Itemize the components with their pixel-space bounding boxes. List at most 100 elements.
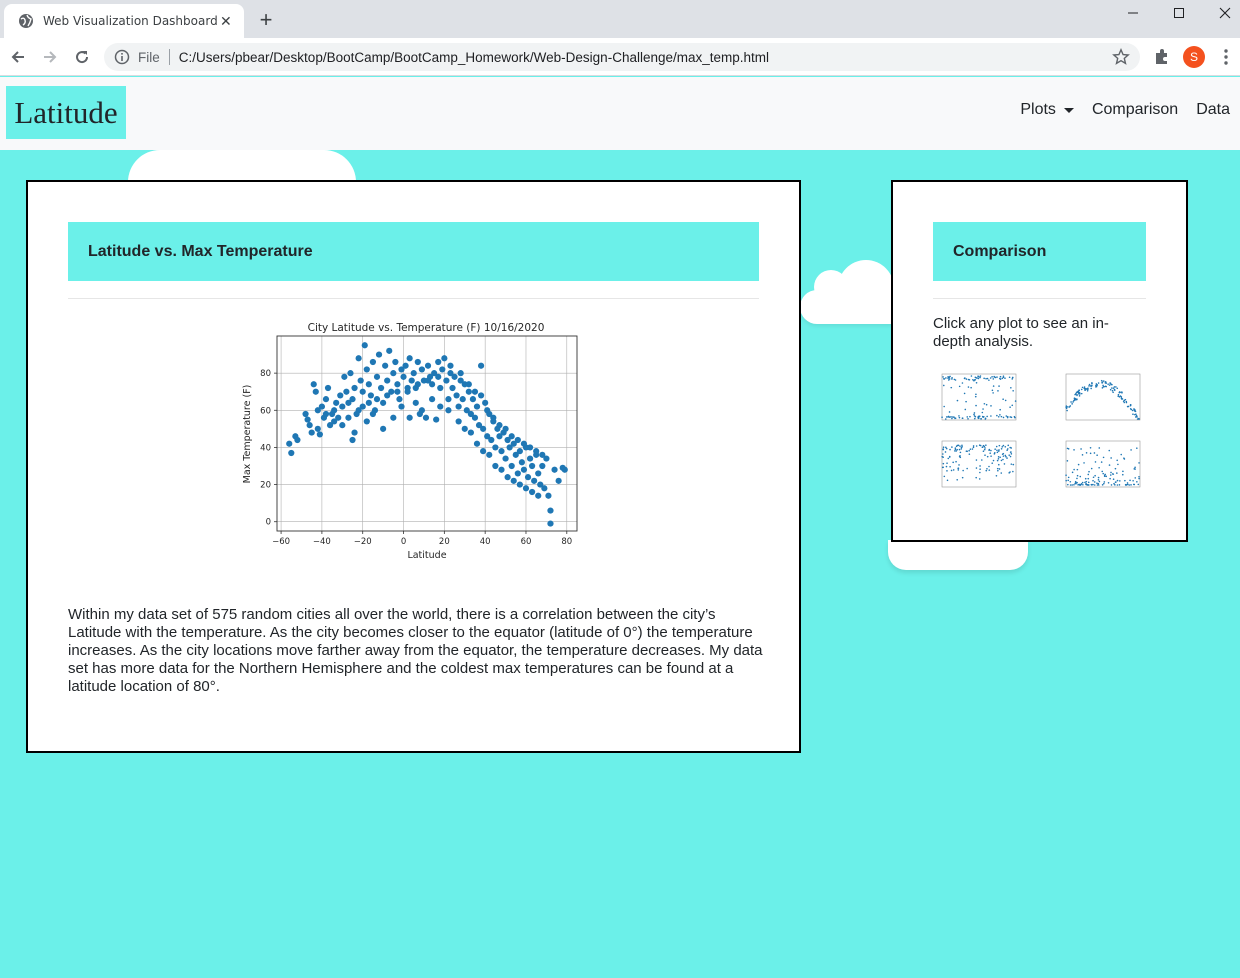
address-bar[interactable]: File C:/Users/pbear/Desktop/BootCamp/Boo… (104, 43, 1140, 71)
thumbnail-point (960, 448, 963, 450)
data-point (408, 377, 415, 384)
nav-comparison-link[interactable]: Comparison (1091, 101, 1179, 118)
thumbnail-point (1125, 401, 1128, 404)
data-point (520, 440, 528, 447)
data-point (355, 355, 362, 362)
browser-tab[interactable]: Web Visualization Dashboard ✕ (4, 4, 244, 38)
comparison-card-divider (933, 298, 1146, 299)
thumbnail-point (1113, 482, 1115, 485)
thumbnail-point (1067, 476, 1070, 479)
data-point (486, 451, 493, 458)
data-point (357, 377, 364, 384)
thumbnail-point (963, 392, 966, 395)
thumbnail-point (1012, 463, 1015, 466)
main-card-title: Latitude vs. Max Temperature (88, 242, 313, 260)
x-tick-label: −60 (272, 537, 290, 547)
data-point (529, 462, 536, 470)
thumbnail-point (989, 377, 992, 379)
data-point (406, 355, 413, 362)
thumbnail-point (976, 377, 978, 379)
forward-icon[interactable] (38, 45, 62, 69)
data-point (404, 384, 411, 392)
thumbnail-point (1008, 376, 1011, 379)
thumbnail-point (1101, 484, 1104, 486)
data-point (490, 414, 497, 421)
nav-data-link[interactable]: Data (1196, 101, 1230, 118)
thumbnail-point (969, 415, 971, 418)
thumbnail-point (1136, 480, 1138, 483)
thumbnail-point (953, 450, 956, 452)
thumbnail-point (1009, 471, 1011, 473)
thumbnail-point (1013, 415, 1016, 418)
new-tab-icon[interactable]: + (259, 7, 273, 32)
thumbnail-point (1074, 393, 1076, 396)
reload-icon[interactable] (70, 45, 94, 69)
thumbnail-point (1089, 385, 1092, 387)
brand-logo[interactable]: Latitude (6, 86, 126, 139)
thumbnail-point (942, 453, 944, 455)
thumbnail-point (957, 444, 960, 447)
data-point (406, 414, 413, 421)
data-point (343, 388, 350, 395)
data-point (457, 377, 464, 384)
nav-plots-dropdown[interactable]: Plots (1020, 101, 1074, 119)
close-tab-icon[interactable]: ✕ (219, 12, 232, 29)
thumbnail-point (1002, 458, 1004, 461)
thumbnail-point (1092, 479, 1094, 482)
thumbnail-point (1105, 382, 1107, 384)
data-point (310, 381, 317, 388)
data-point (529, 488, 536, 496)
thumbnail-point (1131, 409, 1134, 412)
profile-avatar[interactable]: S (1183, 46, 1205, 68)
data-point (414, 358, 421, 366)
thumbnail-point (1109, 388, 1112, 391)
thumbnail-point (1092, 483, 1094, 486)
thumbnail-point (1138, 462, 1140, 464)
thumbnail-point (998, 444, 1001, 447)
back-icon[interactable] (6, 45, 30, 69)
y-tick-label: 60 (260, 406, 271, 416)
chart-grid (277, 336, 577, 531)
thumbnail-cloudiness-plot[interactable] (934, 368, 1020, 428)
thumbnail-point (997, 415, 1000, 418)
thumbnail-point (948, 376, 951, 379)
thumbnail-max-temp-plot[interactable] (1058, 368, 1144, 428)
thumbnail-point (1068, 406, 1071, 408)
thumbnail-humidity-plot[interactable] (934, 435, 1020, 495)
data-point (392, 358, 399, 366)
thumbnail-point (968, 449, 970, 452)
extensions-icon[interactable] (1152, 47, 1172, 67)
thumbnail-point (1076, 481, 1078, 484)
thumbnail-point (1014, 400, 1017, 402)
thumbnail-point (1011, 378, 1014, 380)
thumbnail-point (1080, 392, 1083, 395)
minimize-icon[interactable] (1110, 0, 1156, 26)
thumbnail-point (965, 400, 967, 403)
thumbnail-point (958, 416, 961, 419)
thumbnail-point (967, 417, 969, 420)
thumbnail-point (971, 448, 974, 450)
thumbnail-point (1065, 474, 1067, 477)
data-point (367, 392, 374, 399)
maximize-icon[interactable] (1156, 0, 1202, 26)
thumbnail-point (1134, 413, 1136, 416)
menu-kebab-icon[interactable] (1218, 47, 1234, 67)
thumbnail-point (994, 448, 996, 450)
thumbnail-point (1073, 468, 1075, 471)
thumbnail-point (951, 377, 953, 379)
thumbnail-point (997, 463, 1000, 466)
info-icon[interactable] (114, 49, 130, 65)
thumbnail-point (995, 445, 998, 448)
thumbnail-point (985, 377, 987, 380)
thumbnail-wind-speed-plot[interactable] (1058, 435, 1144, 495)
thumbnail-point (988, 449, 990, 452)
thumbnail-point (1118, 484, 1121, 486)
scatter-chart[interactable]: City Latitude vs. Temperature (F) 10/16/… (238, 316, 588, 566)
thumbnail-point (981, 459, 983, 461)
thumbnail-point (947, 377, 949, 379)
data-point (473, 403, 481, 410)
star-icon[interactable] (1112, 48, 1130, 66)
close-window-icon[interactable] (1202, 0, 1240, 26)
thumbnail-point (983, 445, 986, 448)
url-text[interactable]: C:/Users/pbear/Desktop/BootCamp/BootCamp… (178, 49, 770, 65)
